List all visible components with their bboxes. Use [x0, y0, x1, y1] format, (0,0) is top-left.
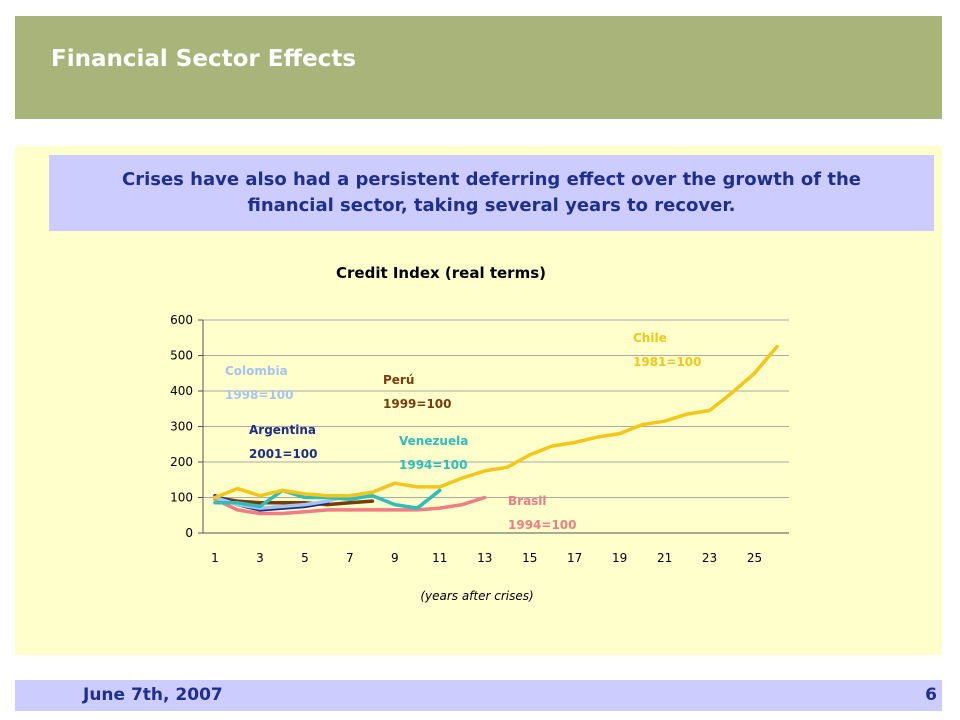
x-tick-label: 1 — [211, 551, 219, 565]
y-tick-label: 400 — [170, 384, 193, 398]
callout-text: Crises have also had a persistent deferr… — [121, 169, 862, 216]
callout-box: Crises have also had a persistent deferr… — [49, 155, 934, 231]
x-tick-label: 23 — [702, 551, 717, 565]
series-label-argentina: Argentina — [249, 423, 316, 437]
series-base-brasil: 1994=100 — [508, 518, 577, 532]
series-base-chile: 1981=100 — [633, 355, 702, 369]
x-tick-label: 15 — [522, 551, 537, 565]
x-tick-label: 5 — [301, 551, 309, 565]
series-base-argentina: 2001=100 — [249, 447, 318, 461]
y-tick-label: 500 — [170, 349, 193, 363]
y-tick-label: 600 — [170, 313, 193, 327]
series-line-venezuela — [213, 488, 442, 510]
x-tick-label: 25 — [747, 551, 762, 565]
footer-date: June 7th, 2007 — [83, 685, 223, 705]
series-base-colombia: 1998=100 — [225, 388, 294, 402]
footer-bar: June 7th, 2007 6 — [15, 680, 942, 711]
series-base-peru: 1999=100 — [383, 397, 452, 411]
series-line-chile — [213, 344, 779, 500]
series-label-brasil: Brasil — [508, 494, 547, 508]
x-tick-label: 11 — [432, 551, 447, 565]
page-number: 6 — [925, 685, 937, 705]
x-tick-label: 13 — [477, 551, 492, 565]
series-label-chile: Chile — [633, 331, 667, 345]
y-tick-label: 0 — [185, 526, 193, 540]
series-line-peru — [213, 495, 375, 507]
x-tick-label: 19 — [612, 551, 627, 565]
series-base-venezuela: 1994=100 — [399, 458, 468, 472]
series-label-peru: Perú — [383, 373, 414, 387]
series-label-venezuela: Venezuela — [399, 434, 468, 448]
series-line-brasil — [213, 495, 487, 516]
chart-title: Credit Index (real terms) — [336, 264, 546, 282]
x-tick-label: 17 — [567, 551, 582, 565]
x-tick-label: 3 — [256, 551, 264, 565]
y-tick-label: 200 — [170, 455, 193, 469]
header-bar: Financial Sector Effects — [15, 16, 942, 119]
y-tick-label: 300 — [170, 420, 193, 434]
x-axis-label: (years after crises) — [420, 589, 533, 603]
series-label-colombia: Colombia — [225, 364, 288, 378]
x-tick-label: 7 — [346, 551, 354, 565]
x-tick-label: 21 — [657, 551, 672, 565]
slide-title: Financial Sector Effects — [51, 46, 356, 72]
x-tick-label: 9 — [391, 551, 399, 565]
y-tick-label: 100 — [170, 491, 193, 505]
